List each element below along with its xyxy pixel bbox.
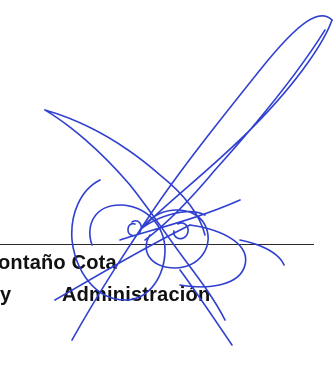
signer-title-department: Administración (62, 284, 211, 306)
signer-name: ontaño Cota (0, 252, 117, 274)
signature-line (0, 244, 314, 245)
signer-title-conjunction: y (0, 284, 12, 306)
